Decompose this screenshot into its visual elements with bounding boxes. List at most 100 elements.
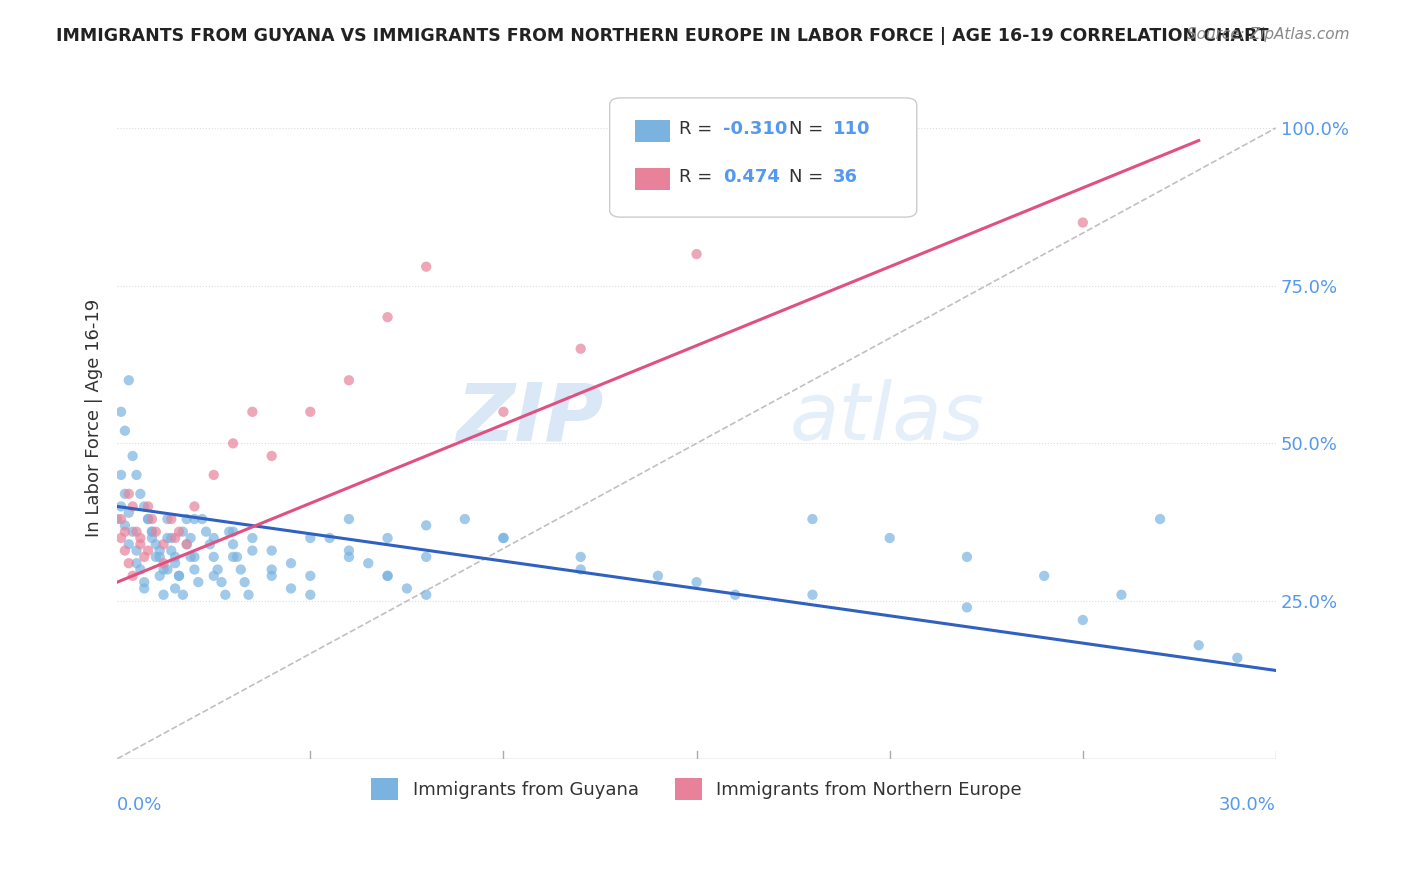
Point [114, 487, 136, 501]
Point [172, 588, 194, 602]
Point [377, 531, 399, 545]
Point [165, 582, 187, 596]
Point [125, 556, 148, 570]
Point [337, 543, 360, 558]
Legend: Immigrants from Guyana, Immigrants from Northern Europe: Immigrants from Guyana, Immigrants from … [364, 772, 1029, 807]
Point [149, 549, 172, 564]
Point [202, 531, 225, 545]
Point [260, 562, 283, 576]
Point [492, 531, 515, 545]
Point [121, 500, 143, 514]
Point [222, 436, 245, 450]
Point [105, 512, 128, 526]
Point [125, 524, 148, 539]
Point [152, 556, 174, 570]
Point [260, 543, 283, 558]
Point [226, 549, 249, 564]
Point [125, 543, 148, 558]
Point [647, 569, 669, 583]
Text: 0.0%: 0.0% [117, 797, 163, 814]
Point [337, 373, 360, 387]
Point [125, 467, 148, 482]
Point [280, 556, 302, 570]
Point [110, 500, 132, 514]
Point [110, 512, 132, 526]
Point [187, 575, 209, 590]
Point [110, 467, 132, 482]
Point [377, 569, 399, 583]
Point [242, 405, 264, 419]
Point [114, 518, 136, 533]
Point [121, 449, 143, 463]
Point [260, 449, 283, 463]
Point [569, 342, 592, 356]
Point [207, 562, 229, 576]
Point [202, 569, 225, 583]
Point [1033, 569, 1056, 583]
Point [879, 153, 901, 167]
Point [118, 556, 141, 570]
Point [415, 518, 437, 533]
Point [136, 512, 159, 526]
Point [492, 531, 515, 545]
Point [118, 537, 141, 551]
Point [141, 512, 163, 526]
Point [299, 588, 322, 602]
Point [454, 512, 477, 526]
Point [357, 556, 380, 570]
Point [114, 543, 136, 558]
Point [218, 524, 240, 539]
Point [129, 562, 152, 576]
Point [134, 582, 156, 596]
Point [395, 582, 418, 596]
Point [156, 531, 179, 545]
Point [242, 531, 264, 545]
Point [202, 467, 225, 482]
Point [191, 512, 214, 526]
Point [183, 500, 205, 514]
Point [222, 524, 245, 539]
Point [152, 537, 174, 551]
Point [492, 405, 515, 419]
Text: N =: N = [789, 168, 830, 186]
Point [149, 569, 172, 583]
Text: Source: ZipAtlas.com: Source: ZipAtlas.com [1187, 27, 1350, 42]
Point [141, 524, 163, 539]
Point [415, 588, 437, 602]
Point [1071, 215, 1094, 229]
Point [233, 575, 256, 590]
Point [118, 506, 141, 520]
Text: 0.474: 0.474 [723, 168, 780, 186]
Text: ZIP: ZIP [457, 379, 603, 457]
Point [879, 531, 901, 545]
Y-axis label: In Labor Force | Age 16-19: In Labor Force | Age 16-19 [86, 299, 103, 537]
FancyBboxPatch shape [636, 120, 669, 142]
Point [134, 575, 156, 590]
Point [167, 569, 190, 583]
Point [114, 524, 136, 539]
Point [202, 549, 225, 564]
Point [214, 588, 236, 602]
Text: 36: 36 [834, 168, 858, 186]
Text: 30.0%: 30.0% [1219, 797, 1277, 814]
Point [415, 260, 437, 274]
Point [299, 531, 322, 545]
Point [167, 524, 190, 539]
Point [377, 310, 399, 325]
Point [121, 569, 143, 583]
Point [141, 524, 163, 539]
Point [956, 600, 979, 615]
Point [229, 562, 252, 576]
Point [176, 537, 198, 551]
Point [801, 512, 824, 526]
Point [152, 588, 174, 602]
Point [121, 524, 143, 539]
Point [134, 549, 156, 564]
Point [318, 531, 340, 545]
Point [160, 531, 183, 545]
Point [165, 549, 187, 564]
Text: R =: R = [679, 168, 718, 186]
Point [280, 582, 302, 596]
Point [337, 512, 360, 526]
Point [136, 512, 159, 526]
